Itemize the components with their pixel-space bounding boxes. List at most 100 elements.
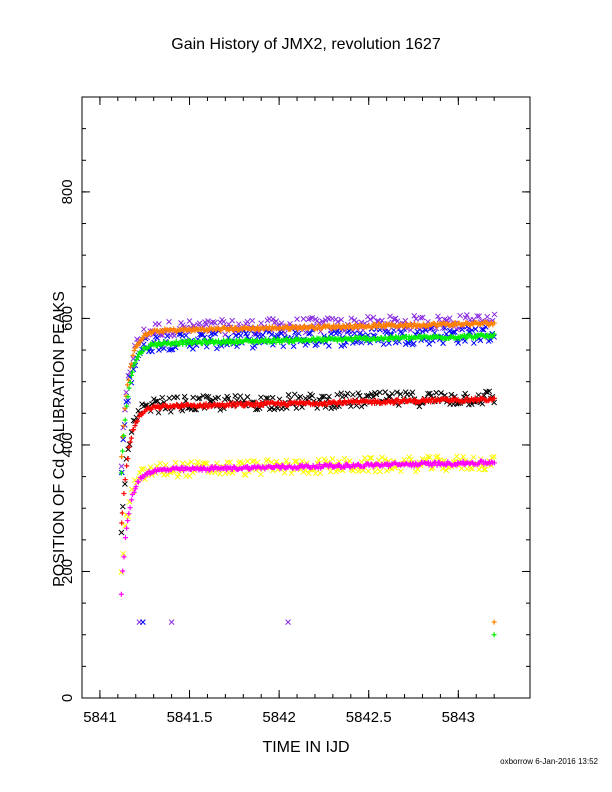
data-point <box>434 323 440 329</box>
data-point <box>154 335 160 341</box>
data-point <box>300 316 307 322</box>
data-point <box>202 460 208 466</box>
data-point <box>299 404 305 410</box>
data-point <box>232 393 239 399</box>
data-point <box>161 345 167 352</box>
data-point <box>460 458 466 464</box>
data-point <box>249 458 256 465</box>
data-point <box>477 337 484 344</box>
data-point <box>125 394 131 400</box>
data-point <box>155 409 162 416</box>
data-point <box>455 340 462 346</box>
data-point <box>240 326 246 332</box>
data-point <box>284 336 290 342</box>
data-point <box>409 389 416 396</box>
data-point <box>124 403 130 409</box>
data-point <box>479 400 486 407</box>
data-point <box>401 326 407 333</box>
data-point <box>270 316 276 322</box>
data-point <box>122 481 128 487</box>
data-point <box>336 462 342 468</box>
data-point <box>120 568 126 574</box>
data-point <box>124 525 130 531</box>
data-point <box>434 453 441 460</box>
data-point <box>125 397 131 404</box>
data-point <box>119 503 126 510</box>
data-point <box>165 339 171 345</box>
data-point <box>220 318 227 325</box>
data-point <box>462 390 469 397</box>
data-point <box>365 392 372 399</box>
data-point <box>309 315 316 321</box>
data-point <box>166 395 173 402</box>
data-point <box>294 316 300 322</box>
data-point <box>161 329 167 335</box>
data-point <box>343 393 349 399</box>
data-point <box>233 325 239 331</box>
data-point <box>172 459 179 466</box>
data-point <box>136 414 142 420</box>
data-point <box>479 326 485 333</box>
data-point <box>243 337 249 343</box>
data-point <box>159 394 166 401</box>
data-point <box>450 323 456 329</box>
data-point <box>142 402 149 409</box>
data-point <box>231 463 237 469</box>
data-point <box>121 554 127 560</box>
data-point <box>120 436 127 443</box>
data-point <box>439 325 446 331</box>
data-point <box>339 394 346 400</box>
data-point <box>157 460 164 467</box>
data-point <box>152 398 159 405</box>
data-point <box>349 391 356 398</box>
data-point <box>131 489 137 495</box>
data-point <box>307 315 314 322</box>
data-point <box>146 344 152 350</box>
data-point <box>190 394 197 401</box>
data-point <box>126 385 132 391</box>
data-point <box>135 343 141 349</box>
data-point <box>203 401 209 407</box>
data-point <box>486 388 493 395</box>
data-point <box>119 454 125 460</box>
data-point <box>205 318 211 324</box>
data-point <box>118 591 124 597</box>
data-point <box>369 325 375 331</box>
data-point <box>244 463 250 469</box>
data-point <box>307 330 314 337</box>
data-point <box>228 403 234 409</box>
data-point <box>288 470 295 477</box>
data-point <box>131 348 137 354</box>
data-point <box>269 394 276 401</box>
data-point <box>368 455 375 461</box>
data-point <box>138 466 145 473</box>
data-point <box>125 456 131 462</box>
data-point <box>426 454 433 461</box>
data-point <box>118 463 125 470</box>
data-point <box>394 389 400 396</box>
data-point <box>458 465 465 472</box>
data-point <box>125 513 132 520</box>
data-point <box>398 468 404 475</box>
data-point <box>237 332 244 339</box>
data-point <box>436 459 442 465</box>
data-point <box>329 456 336 462</box>
x-tick-label: 5842.5 <box>346 709 392 726</box>
x-tick-label: 5841 <box>83 709 116 726</box>
data-point <box>254 459 261 466</box>
data-point <box>131 363 137 369</box>
data-point <box>167 408 174 415</box>
data-point <box>407 327 414 333</box>
data-point <box>244 393 251 400</box>
data-point <box>476 466 482 473</box>
data-point <box>442 325 448 331</box>
data-point <box>128 372 134 378</box>
outlier-point <box>491 632 497 638</box>
data-point <box>176 471 182 478</box>
data-point <box>482 466 489 473</box>
data-point <box>382 456 388 463</box>
y-tick-label: 400 <box>59 432 76 457</box>
data-point <box>328 330 334 337</box>
data-point <box>147 464 154 470</box>
data-point <box>219 401 225 407</box>
